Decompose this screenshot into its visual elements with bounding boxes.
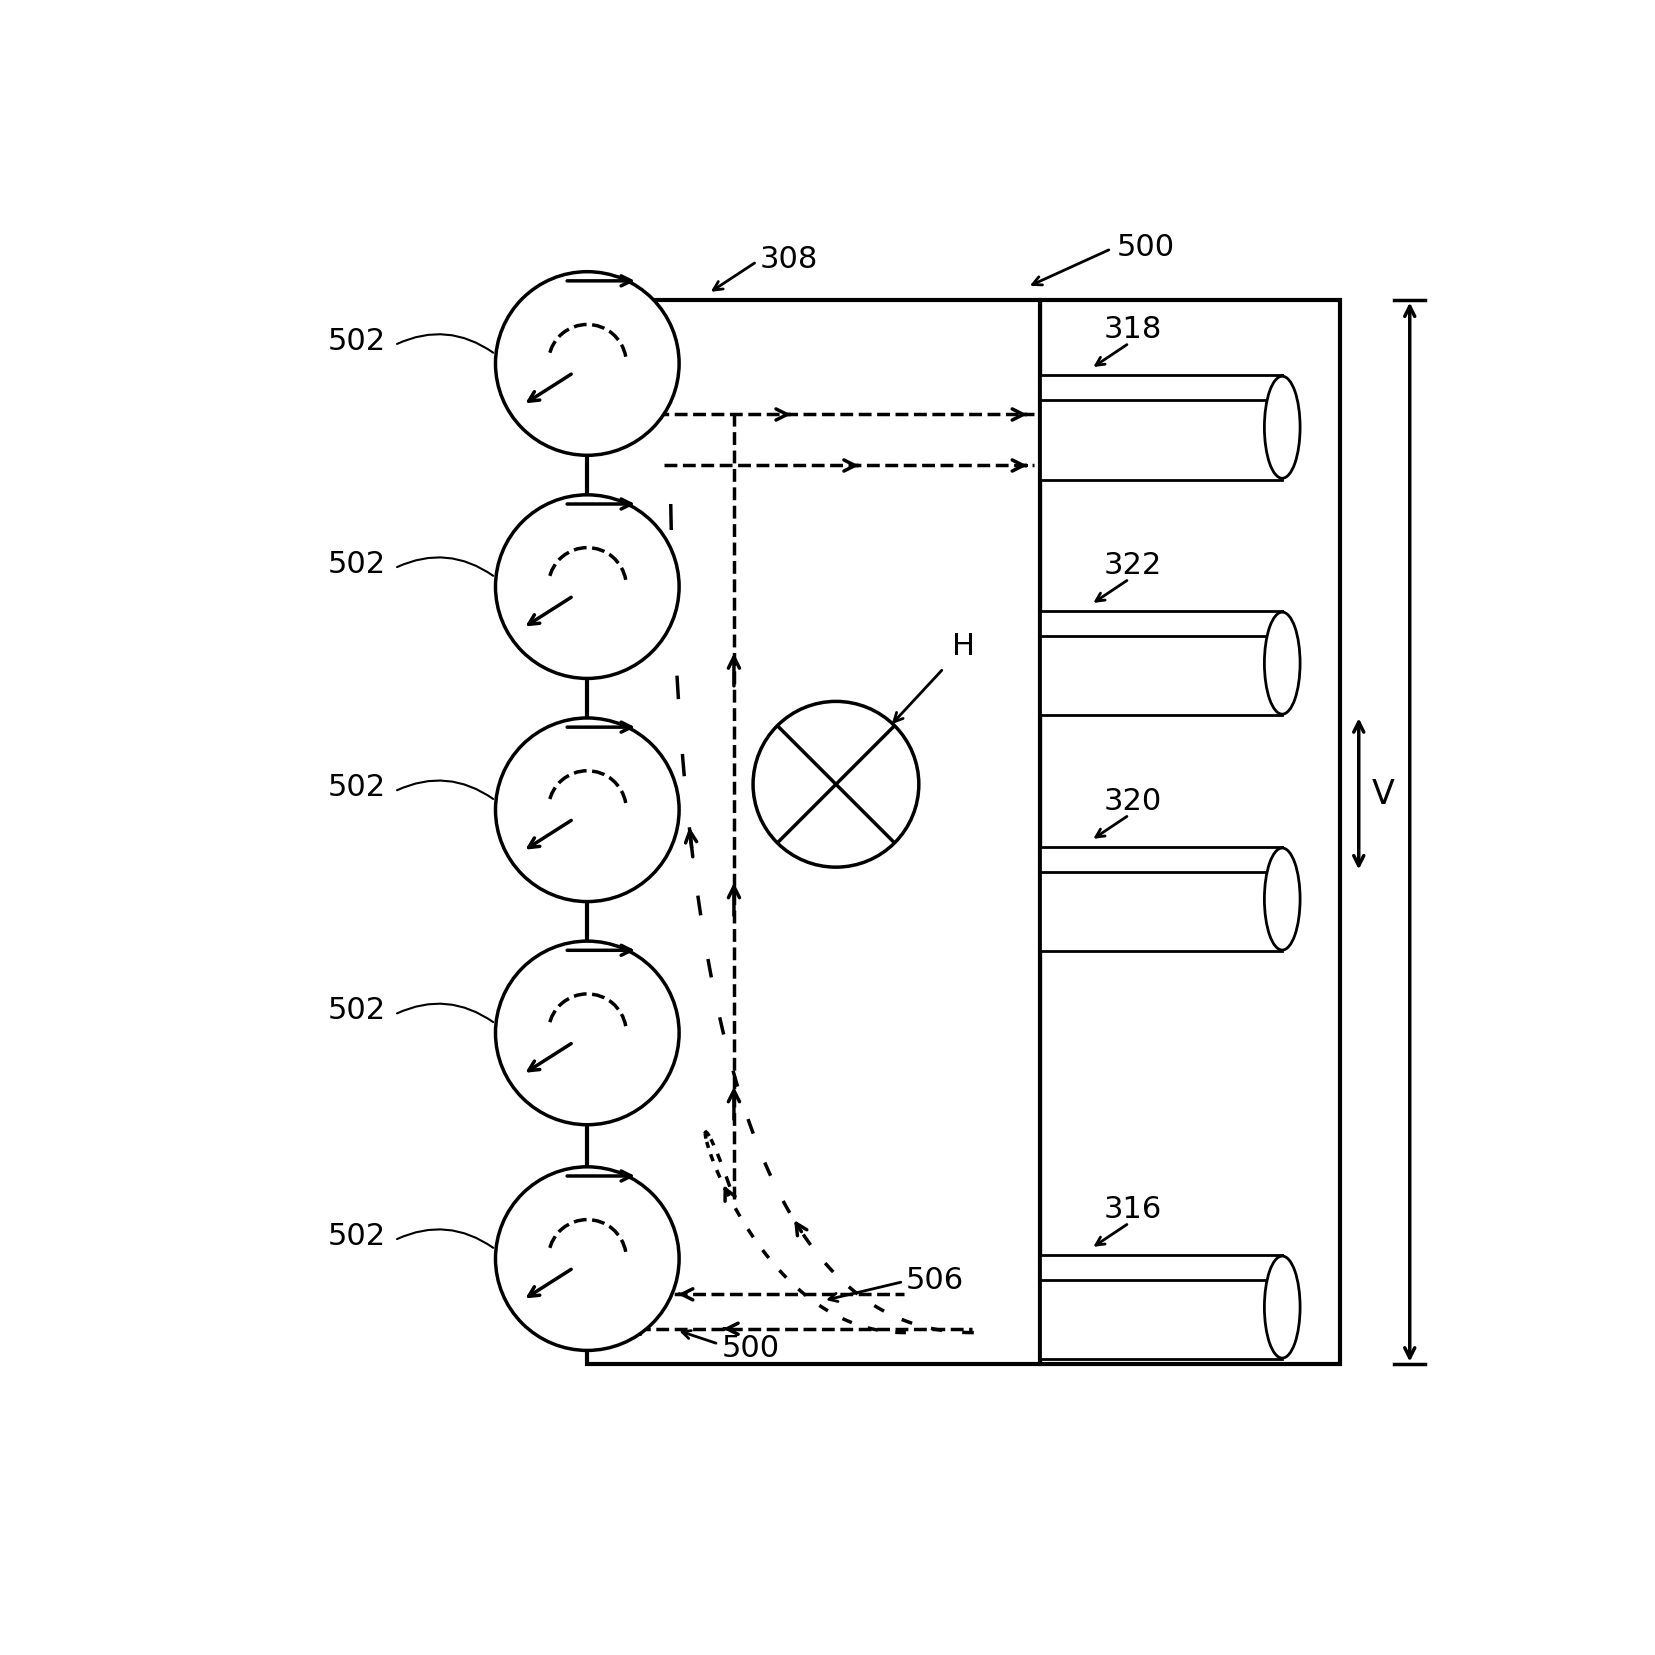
Text: 506: 506 [905, 1264, 963, 1294]
Circle shape [495, 495, 679, 679]
Text: 320: 320 [1104, 786, 1162, 816]
Polygon shape [1039, 376, 1281, 401]
Text: 322: 322 [1104, 551, 1162, 579]
Text: 502: 502 [328, 773, 386, 801]
Text: 318: 318 [1104, 314, 1162, 344]
Polygon shape [1039, 401, 1281, 480]
Bar [588, 301, 1039, 1365]
Ellipse shape [1264, 612, 1299, 715]
Polygon shape [1039, 637, 1281, 717]
Circle shape [495, 942, 679, 1125]
Text: V: V [1370, 778, 1394, 811]
Circle shape [495, 273, 679, 457]
Text: H: H [952, 632, 975, 660]
Text: 308: 308 [760, 245, 818, 275]
Ellipse shape [1264, 377, 1299, 478]
Text: 500: 500 [1115, 233, 1173, 261]
Polygon shape [1039, 1281, 1281, 1359]
Circle shape [495, 1167, 679, 1350]
Text: 316: 316 [1104, 1195, 1162, 1223]
Polygon shape [1039, 611, 1281, 637]
Polygon shape [1039, 1254, 1281, 1281]
Bar [1039, 301, 1339, 1365]
Text: 502: 502 [328, 549, 386, 579]
Ellipse shape [1264, 849, 1299, 950]
Polygon shape [1039, 872, 1281, 952]
Text: 500: 500 [722, 1334, 780, 1362]
Text: 502: 502 [328, 996, 386, 1024]
Ellipse shape [1264, 1256, 1299, 1359]
Text: 502: 502 [328, 326, 386, 356]
Text: 502: 502 [328, 1221, 386, 1251]
Polygon shape [1039, 847, 1281, 872]
Circle shape [753, 702, 919, 867]
Circle shape [495, 718, 679, 902]
